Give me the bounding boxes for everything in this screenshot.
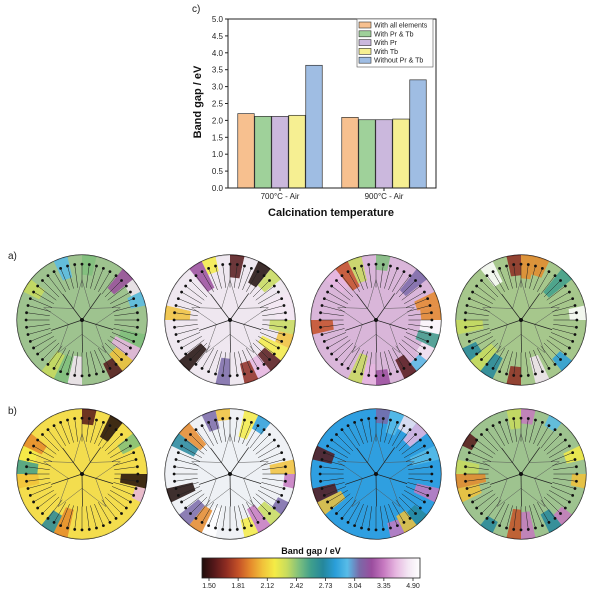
y-tick-label: 4.5 [212, 32, 224, 41]
y-tick-label: 0.0 [212, 184, 224, 193]
radial-plot [16, 254, 148, 386]
bar [271, 115, 289, 189]
y-tick-label: 3.0 [212, 83, 224, 92]
legend-entry: With Tb [374, 49, 398, 56]
colorbar-tick-label: 1.50 [202, 583, 216, 590]
panel-label-c: c) [192, 4, 200, 15]
radial-plot [164, 254, 296, 386]
radial-plot [16, 408, 148, 540]
colorbar [201, 557, 421, 579]
bar [288, 114, 306, 189]
y-tick-label: 3.5 [212, 66, 224, 75]
radial-heatmaps [16, 254, 587, 540]
y-tick-label: 2.0 [212, 116, 224, 125]
colorbar-tick-label: 2.12 [260, 583, 274, 590]
bar [358, 119, 376, 189]
colorbar-tick-label: 3.35 [377, 583, 391, 590]
bar [254, 115, 272, 189]
colorbar-tick-label: 2.42 [290, 583, 304, 590]
bar-chart: 0.0 0.5 1.0 1.5 2.0 2.5 3.0 3.5 4.0 4.5 5.0 700°C … [192, 15, 437, 219]
colorbar-tick-label: 4.90 [406, 583, 420, 590]
y-tick-label: 5.0 [212, 15, 224, 24]
radial-plot [455, 408, 587, 540]
legend-swatch [358, 21, 372, 29]
colorbar-ticks: 1.50 1.81 2.12 2.42 2.73 3.04 3.35 4.90 [202, 578, 420, 590]
colorbar-tick-label: 1.81 [231, 583, 245, 590]
legend-swatch [358, 56, 372, 64]
bar [305, 64, 323, 189]
legend-entry: Without Pr & Tb [374, 58, 423, 65]
colorbar-tick-label: 2.73 [319, 583, 333, 590]
colorbar-title: Band gap / eV [281, 546, 341, 556]
bar [409, 79, 427, 189]
legend-entry: With Pr & Tb [374, 31, 414, 38]
bars [237, 64, 427, 189]
y-axis-label: Band gap / eV [192, 65, 204, 138]
x-axis-label: Calcination temperature [268, 207, 394, 219]
bar [237, 113, 255, 189]
radial-plot [164, 408, 296, 540]
legend-swatch [358, 39, 372, 46]
colorbar-tick-label: 3.04 [348, 583, 362, 590]
legend-swatch [358, 30, 372, 38]
x-tick-label: 900°C - Air [365, 192, 404, 201]
bar [392, 118, 410, 189]
row-label-a: a) [8, 251, 17, 262]
bar [341, 117, 359, 189]
radial-plot [310, 408, 442, 540]
x-axis-ticks: 700°C - Air 900°C - Air [261, 188, 404, 201]
bar [375, 119, 393, 189]
y-tick-label: 0.5 [212, 167, 224, 176]
colorbar-gradient [201, 557, 421, 579]
row-label-b: b) [8, 406, 17, 417]
legend-entry: With all elements [374, 23, 428, 30]
radial-plot [310, 254, 442, 386]
y-tick-label: 1.0 [212, 150, 224, 159]
y-tick-label: 2.5 [212, 100, 224, 109]
y-axis-ticks: 0.0 0.5 1.0 1.5 2.0 2.5 3.0 3.5 4.0 4.5 5.0 [212, 15, 228, 193]
legend-swatch [358, 48, 372, 55]
x-tick-label: 700°C - Air [261, 192, 300, 201]
radial-plot [455, 254, 587, 386]
plot-frame [227, 18, 437, 189]
legend-entry: With Pr [374, 40, 398, 47]
y-tick-label: 1.5 [212, 133, 224, 142]
y-tick-label: 4.0 [212, 49, 224, 58]
